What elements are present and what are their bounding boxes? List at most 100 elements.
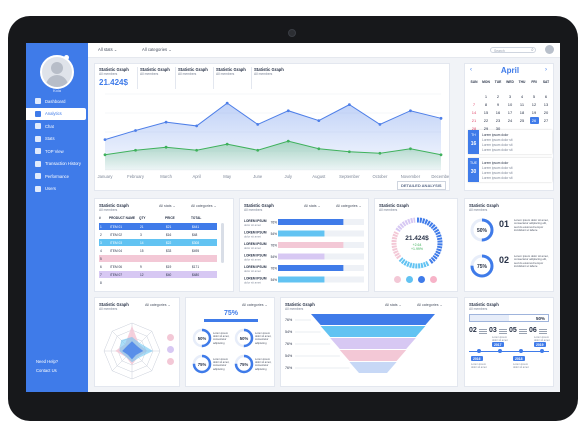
avatar[interactable] [40,55,74,89]
categories-select[interactable]: All categories ⌄ [191,204,217,208]
calendar-day[interactable]: 7 [472,102,476,107]
stat-tab[interactable]: Statistic Graph All members 21.424$ [99,67,135,89]
data-point[interactable] [225,142,229,146]
data-point[interactable] [409,147,412,151]
prev-month-button[interactable]: ‹ [470,67,472,73]
sidebar-item-top-view[interactable]: TOP View [26,145,88,158]
column-header[interactable]: QTY [139,216,146,220]
calendar-day[interactable]: 15 [483,110,489,115]
legend-dot[interactable] [418,276,425,283]
table-row[interactable]: 2 ITEM 02 3 $16 $48 [99,231,217,238]
calendar-day[interactable]: 10 [507,102,513,107]
contact-link[interactable]: Contact Us [36,368,57,373]
data-point[interactable] [286,109,290,113]
data-point[interactable] [103,138,107,141]
bar[interactable] [278,219,344,225]
data-point[interactable] [317,119,321,122]
timeline-dot[interactable] [519,349,523,353]
stats-select[interactable]: All stats ⌄ [304,204,321,208]
legend-dot[interactable] [167,358,174,365]
table-row[interactable]: 6 ITEM 06 9 $19 $171 [99,263,217,270]
data-point[interactable] [439,116,443,120]
calendar-day[interactable]: 16 [495,110,501,115]
table-row[interactable]: 8 [99,279,217,286]
sidebar-item-analytics[interactable]: Analytics [26,107,86,120]
funnel-segment[interactable] [349,362,397,373]
calendar-day[interactable]: 20 [543,110,549,115]
calendar-day[interactable]: 21 [471,118,477,123]
data-point[interactable] [347,150,351,154]
categories-select[interactable]: All categories ⌄ [242,303,268,307]
legend-dot[interactable] [394,276,401,283]
stat-tab[interactable]: Statistic Graph All members [175,67,214,89]
timeline-dot[interactable] [498,349,502,353]
table-row[interactable]: 4 ITEM 04 15 $33 $495 [99,247,217,254]
calendar-day[interactable]: 9 [496,102,500,107]
detailed-analysis-button[interactable]: DETAILED ANALYSIS [397,181,446,190]
data-point[interactable] [378,123,382,126]
sidebar-item-performance[interactable]: Performance [26,170,88,183]
bar[interactable] [278,230,325,237]
categories-select[interactable]: All categories ⌄ [145,303,171,307]
column-header[interactable]: PRODUCT NAME [109,216,136,220]
calendar-day[interactable]: 28 [471,126,477,131]
donut-segment[interactable] [391,231,402,260]
calendar-day[interactable]: 1 [484,94,488,99]
calendar-day[interactable]: 19 [531,110,537,115]
stats-select[interactable]: All stats ⌄ [159,204,176,208]
sidebar-item-users[interactable]: Users [26,183,88,196]
calendar-day[interactable]: 11 [519,102,525,107]
stats-select[interactable]: All stats ⌄ [98,47,118,52]
calendar-day[interactable]: 23 [495,118,501,123]
data-point[interactable] [134,129,137,132]
data-point[interactable] [409,109,412,113]
table-row[interactable]: 7 ITEM 07 12 $40 $480 [99,271,217,278]
calendar-event[interactable]: TUE 30 Lorem ipsum dolor Lorem ipsum dolor … [468,158,552,182]
bar[interactable] [278,265,344,271]
data-point[interactable] [317,147,321,151]
calendar-day[interactable]: 22 [483,118,489,123]
data-point[interactable] [225,101,229,105]
calendar-day[interactable]: 2 [496,94,500,99]
data-point[interactable] [286,139,290,143]
table-row[interactable]: 3 ITEM 03 14 $22 $308 [99,239,217,246]
sidebar-item-transaction-history[interactable]: Transaction History [26,158,88,171]
calendar-day[interactable]: 13 [543,102,549,107]
stat-tab[interactable]: Statistic Graph All members [213,67,252,89]
bar[interactable] [278,253,325,260]
data-point[interactable] [164,145,168,149]
calendar-event[interactable]: TH 16 Lorem ipsum dolor Lorem ipsum dolor s… [468,130,552,154]
stat-tab[interactable]: Statistic Graph All members [251,67,290,89]
donut-segment[interactable] [398,257,430,269]
calendar-day[interactable]: 29 [483,126,489,131]
stat-tab[interactable]: Statistic Graph All members [137,67,176,89]
calendar-day[interactable]: 3 [508,94,512,99]
legend-dot[interactable] [406,276,413,283]
calendar-day[interactable]: 12 [531,102,537,107]
categories-select[interactable]: All categories ⌄ [142,47,172,52]
data-point[interactable] [439,153,443,157]
data-point[interactable] [103,153,107,157]
data-point[interactable] [256,148,260,152]
donut-segment[interactable] [395,217,416,233]
column-header[interactable]: PRICE [165,216,175,220]
timeline-dot[interactable] [477,349,481,353]
next-month-button[interactable]: › [545,67,547,73]
bar[interactable] [278,242,344,248]
column-header[interactable]: # [99,216,101,220]
column-header[interactable]: TOTAL [191,216,202,220]
categories-select[interactable]: All categories ⌄ [417,303,443,307]
sidebar-item-stats[interactable]: Stats [26,133,88,146]
calendar-day[interactable]: 18 [519,110,525,115]
calendar-day[interactable]: 25 [519,118,525,123]
legend-dot[interactable] [167,334,174,341]
calendar-day[interactable]: 17 [507,110,513,115]
table-scrollbar[interactable] [221,223,224,263]
calendar-day[interactable]: 30 [495,126,501,131]
calendar-day[interactable]: 24 [507,118,513,123]
calendar-day[interactable]: 5 [532,94,536,99]
timeline-dot[interactable] [540,349,544,353]
calendar-day[interactable]: 26 [529,117,539,124]
funnel-segment[interactable] [320,326,426,337]
radar-series[interactable] [122,341,144,360]
